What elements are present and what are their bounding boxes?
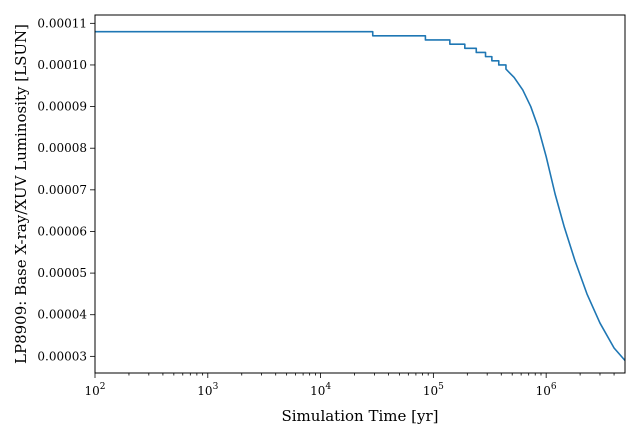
x-tick-label: 104: [310, 382, 331, 398]
ticks-layer: 102 103 104 105 106 0.00003 0.00004 0.00005 0.00…: [37, 16, 615, 398]
x-tick-label: 102: [84, 382, 105, 398]
y-tick-label: 0.00011: [37, 16, 87, 30]
y-tick-label: 0.00004: [37, 308, 87, 322]
y-tick-label: 0.00010: [37, 58, 87, 72]
x-axis-label: Simulation Time [yr]: [281, 407, 438, 425]
plot-frame: [94, 14, 626, 374]
x-tick-label: 105: [423, 382, 444, 398]
y-tick-label: 0.00008: [37, 141, 87, 155]
y-tick-label: 0.00007: [37, 183, 87, 197]
y-tick-label: 0.00006: [37, 224, 87, 238]
series-layer: [95, 30, 626, 362]
y-axis-label: LP8909: Base X-ray/XUV Luminosity [LSUN]: [12, 24, 30, 364]
x-tick-label: 103: [197, 382, 218, 398]
y-tick-label: 0.00009: [37, 100, 87, 114]
y-tick-label: 0.00003: [37, 349, 87, 363]
series-line: [95, 30, 626, 362]
x-tick-label: 106: [536, 382, 557, 398]
y-tick-label: 0.00005: [37, 266, 87, 280]
